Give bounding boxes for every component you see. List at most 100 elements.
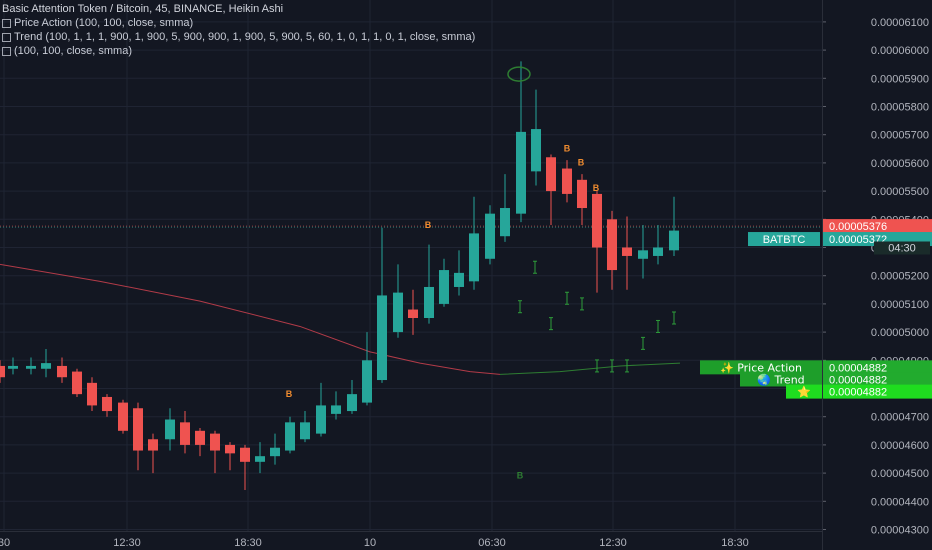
candle-body: [240, 447, 250, 462]
price-tick-label: 0.00005600: [871, 158, 929, 170]
price-tick-label: 0.00004700: [871, 412, 929, 424]
candle-body: [516, 131, 526, 214]
i-signal-marker: [641, 336, 645, 350]
indicator-tag-text: 🌏 Trend: [757, 373, 804, 386]
candle-body: [377, 295, 387, 381]
b-signal-marker: B: [593, 183, 600, 193]
price-tick-label: 0.00006000: [871, 45, 929, 57]
candle-body: [210, 433, 220, 451]
candle-body: [439, 270, 449, 304]
candle: [485, 205, 495, 265]
i-signal-marker: [580, 297, 584, 311]
time-axis: 30 12:30 18:30 10 06:30 12:30 18:30: [0, 531, 822, 549]
i-signal-marker: [518, 300, 522, 314]
candle-body: [653, 247, 663, 256]
price-label-box: [823, 384, 932, 399]
b-signal-marker: B: [517, 471, 524, 481]
legend-title: Basic Attention Token / Bitcoin, 45, BIN…: [2, 3, 284, 15]
i-signal-marker: [610, 359, 614, 373]
candle: [133, 402, 143, 471]
candle-body: [638, 250, 648, 259]
collapse-box-icon[interactable]: [2, 32, 11, 42]
candle: [347, 380, 357, 414]
candle-body: [118, 402, 128, 431]
candle: [72, 368, 82, 397]
candle-body: [270, 447, 280, 457]
price-label-box: [823, 372, 932, 387]
candle-body: [393, 292, 403, 333]
i-signal-marker: [549, 317, 553, 331]
peak-ellipse-marker: [507, 66, 531, 82]
candle: [546, 154, 556, 225]
collapse-box-icon[interactable]: [2, 18, 11, 28]
price-label-text: 0.00004882: [829, 374, 887, 386]
candle: [592, 191, 602, 293]
candle-body: [57, 365, 67, 378]
legend-indicator-row[interactable]: Trend (100, 1, 1, 1, 900, 1, 900, 5, 900…: [2, 30, 475, 44]
candle-body: [577, 179, 587, 209]
candle: [41, 349, 51, 378]
candle-body: [72, 371, 82, 395]
chart-legend: Basic Attention Token / Bitcoin, 45, BIN…: [2, 2, 475, 58]
candle: [195, 427, 205, 457]
candle: [454, 250, 464, 296]
price-tick-label: 0.00004400: [871, 496, 929, 508]
candle-body: [408, 309, 418, 318]
price-label-text: 0.00004882: [829, 387, 887, 399]
price-label-text: 0.00005372: [829, 234, 887, 246]
price-labels: 0.000053760.000053720.000048820.00004882…: [700, 219, 932, 399]
candle-body: [225, 444, 235, 454]
indicator-tag-box: [740, 372, 822, 387]
candle: [469, 196, 479, 290]
i-signal-marker: [625, 359, 629, 373]
candle: [118, 399, 128, 434]
legend-indicator-price-action: Price Action (100, 100, close, smma): [14, 17, 194, 29]
time-tick-label: 30: [0, 537, 10, 549]
candle-body: [562, 168, 572, 194]
candle: [531, 89, 541, 186]
candle: [165, 408, 175, 451]
price-tick-label: 0.00006100: [871, 17, 929, 29]
candle: [316, 382, 326, 437]
candle: [516, 61, 526, 223]
price-tick-label: 0.00005500: [871, 186, 929, 198]
candle: [102, 394, 112, 417]
i-signal-marker: [595, 359, 599, 373]
trend-line: [499, 362, 681, 375]
candle-body: [454, 272, 464, 287]
legend-indicator-row[interactable]: (100, 100, close, smma): [2, 44, 475, 58]
candle-body: [165, 419, 175, 440]
candle: [653, 224, 663, 265]
price-tick-label: 0.00005900: [871, 73, 929, 85]
b-signal-marker: B: [425, 220, 432, 230]
candle-body: [669, 230, 679, 251]
candle: [669, 196, 679, 256]
legend-indicator-trend: Trend (100, 1, 1, 1, 900, 1, 900, 5, 900…: [14, 31, 476, 43]
price-label-box: [823, 219, 932, 234]
countdown-box: [874, 241, 930, 255]
price-tick-label: 0.00004300: [871, 525, 929, 537]
candle: [577, 174, 587, 225]
candle-body: [300, 422, 310, 440]
candle: [240, 444, 250, 491]
legend-indicator-row[interactable]: Price Action (100, 100, close, smma): [2, 16, 475, 30]
indicator-tag-box: [700, 360, 822, 375]
candle: [87, 377, 97, 412]
indicator-tag: 🌏 Trend: [740, 372, 822, 387]
symbol-tag-box: [748, 232, 820, 247]
candle: [439, 258, 449, 307]
candle-body: [255, 456, 265, 462]
candle-body: [485, 213, 495, 259]
candle: [424, 244, 434, 324]
collapse-box-icon[interactable]: [2, 46, 11, 56]
i-signal-marker: [672, 311, 676, 325]
candle: [180, 411, 190, 454]
candle: [148, 433, 158, 474]
candle-body: [347, 394, 357, 412]
candle: [377, 227, 387, 383]
indicator-lines: [0, 225, 822, 375]
